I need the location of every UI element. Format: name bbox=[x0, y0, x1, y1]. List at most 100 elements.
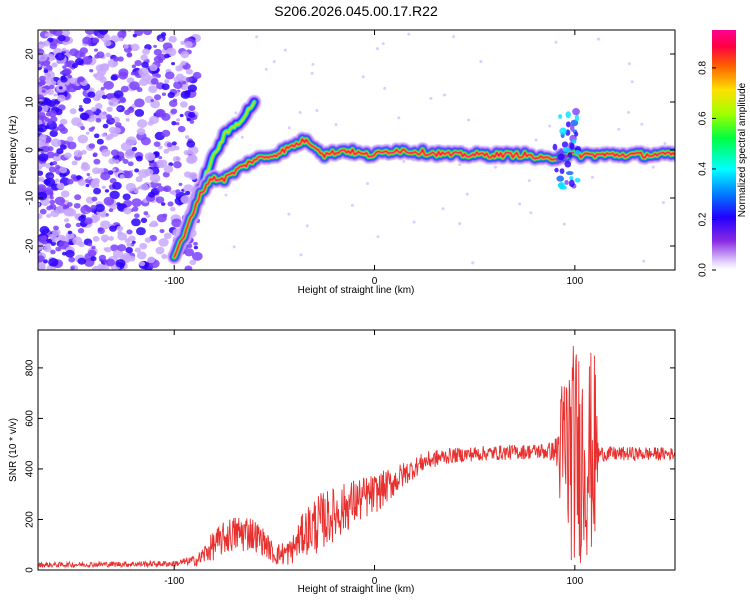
noise-blob bbox=[38, 262, 46, 270]
noise-blob bbox=[65, 249, 75, 258]
burst-blob bbox=[568, 179, 575, 188]
noise-blob bbox=[136, 227, 146, 236]
noise-blob bbox=[50, 249, 56, 255]
noise-blob bbox=[76, 86, 81, 90]
noise-blob bbox=[119, 174, 125, 179]
noise-blob bbox=[116, 225, 124, 232]
noise-blob bbox=[161, 202, 166, 206]
noise-blob bbox=[87, 91, 96, 98]
noise-blob bbox=[73, 150, 83, 158]
noise-blob bbox=[123, 44, 129, 49]
noise-blob bbox=[187, 145, 199, 155]
noise-blob bbox=[184, 265, 193, 270]
noise-blob bbox=[66, 141, 77, 150]
noise-blob bbox=[103, 247, 108, 251]
noise-blob bbox=[92, 73, 98, 78]
noise-blob bbox=[350, 203, 354, 207]
noise-blob bbox=[119, 96, 126, 102]
noise-blob bbox=[143, 30, 152, 36]
noise-blob bbox=[46, 151, 55, 159]
noise-blob bbox=[158, 145, 163, 150]
noise-blob bbox=[51, 62, 58, 68]
noise-blob bbox=[140, 137, 151, 146]
noise-blob bbox=[98, 111, 108, 120]
noise-blob bbox=[376, 235, 380, 239]
noise-blob bbox=[77, 134, 89, 144]
noise-blob bbox=[67, 83, 78, 93]
spectrogram-xtick-label: -100 bbox=[164, 276, 184, 287]
noise-blob bbox=[88, 43, 92, 47]
snr-xtick-label: -100 bbox=[164, 576, 184, 587]
noise-blob bbox=[131, 64, 137, 69]
snr-ytick-label: 400 bbox=[25, 460, 36, 477]
noise-blob bbox=[101, 149, 111, 157]
noise-blob bbox=[116, 202, 121, 206]
noise-blob bbox=[74, 194, 82, 201]
noise-blob bbox=[171, 218, 182, 228]
noise-blob bbox=[125, 182, 137, 192]
noise-blob bbox=[65, 49, 70, 53]
noise-blob bbox=[170, 206, 176, 212]
noise-blob bbox=[85, 183, 90, 188]
noise-blob bbox=[118, 155, 125, 161]
noise-blob bbox=[175, 122, 180, 126]
noise-blob bbox=[73, 202, 81, 209]
noise-blob bbox=[106, 133, 114, 140]
spectrogram-x-label: Height of straight line (km) bbox=[298, 285, 415, 296]
noise-blob bbox=[77, 228, 85, 234]
noise-blob bbox=[129, 81, 140, 91]
noise-blob bbox=[184, 135, 190, 139]
burst-blob bbox=[561, 141, 569, 148]
noise-blob bbox=[51, 56, 57, 61]
noise-blob bbox=[115, 259, 126, 268]
burst-blob bbox=[567, 152, 573, 158]
noise-blob bbox=[381, 42, 385, 46]
noise-blob bbox=[443, 93, 447, 97]
noise-blob bbox=[156, 213, 167, 223]
noise-blob bbox=[130, 43, 140, 52]
noise-blob bbox=[48, 110, 57, 118]
burst-blob bbox=[565, 121, 571, 128]
noise-blob bbox=[441, 207, 445, 211]
noise-blob bbox=[46, 205, 52, 211]
noise-blob bbox=[148, 223, 153, 227]
noise-blob bbox=[663, 141, 667, 145]
noise-blob bbox=[105, 93, 113, 100]
noise-blob bbox=[100, 213, 106, 218]
noise-blob bbox=[163, 148, 170, 154]
noise-blob bbox=[131, 198, 142, 207]
colorbar-tick-label: 0.4 bbox=[698, 162, 709, 176]
noise-blob bbox=[187, 84, 198, 93]
spectrogram-y-label: Frequency (Hz) bbox=[8, 116, 19, 185]
noise-blob bbox=[117, 230, 123, 235]
noise-blob bbox=[127, 161, 134, 167]
noise-blob bbox=[93, 215, 101, 222]
noise-blob bbox=[96, 51, 105, 59]
noise-blob bbox=[106, 114, 112, 119]
noise-blob bbox=[97, 227, 105, 234]
noise-blob bbox=[158, 238, 169, 247]
noise-blob bbox=[38, 127, 44, 132]
snr-series-line bbox=[38, 345, 675, 569]
noise-blob bbox=[232, 245, 236, 249]
noise-blob bbox=[149, 115, 159, 125]
colorbar-tick-label: 0.6 bbox=[698, 111, 709, 125]
noise-blob bbox=[90, 204, 97, 210]
noise-blob bbox=[164, 79, 170, 84]
noise-blob bbox=[39, 80, 46, 86]
noise-blob bbox=[59, 118, 68, 125]
noise-blob bbox=[84, 30, 95, 35]
noise-blob bbox=[82, 36, 92, 45]
noise-blob bbox=[310, 71, 314, 75]
noise-blob bbox=[178, 182, 183, 187]
noise-blob bbox=[134, 247, 141, 253]
noise-blob bbox=[153, 94, 162, 101]
noise-blob bbox=[114, 159, 120, 165]
burst-blob bbox=[574, 114, 580, 122]
noise-blob bbox=[163, 165, 174, 174]
noise-blob bbox=[41, 235, 48, 241]
noise-blob bbox=[134, 213, 140, 219]
noise-blob bbox=[87, 242, 93, 247]
burst-blob bbox=[552, 143, 558, 151]
noise-blob bbox=[51, 80, 57, 86]
